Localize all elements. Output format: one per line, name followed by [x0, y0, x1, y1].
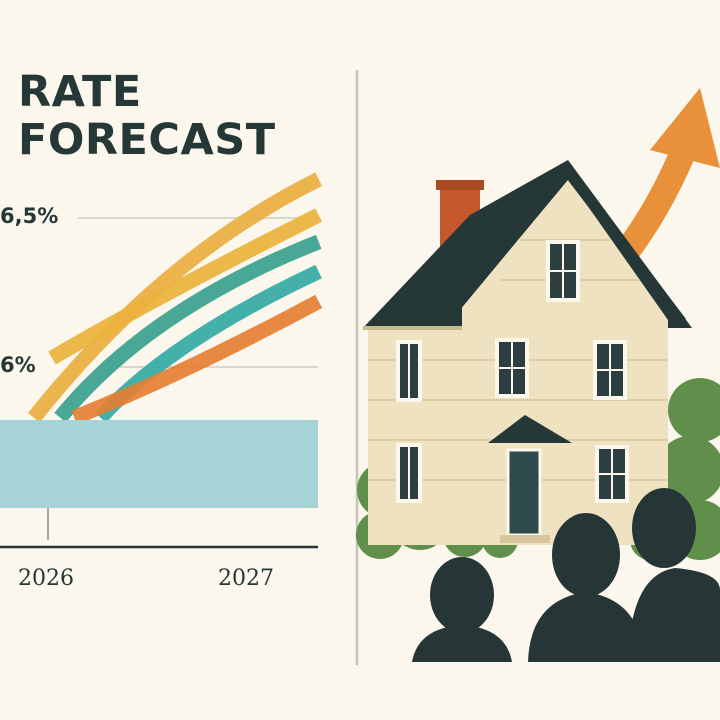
- rate-band: [0, 420, 318, 508]
- house: [363, 160, 692, 545]
- series-line-5: [71, 294, 323, 425]
- upward-arrow-icon: [617, 88, 720, 258]
- series-line-1: [27, 172, 323, 423]
- title-line-1: RATE: [18, 67, 142, 117]
- y-tick-label-6: 6%: [0, 353, 36, 377]
- title-line-2: FORECAST: [18, 115, 276, 165]
- people-silhouettes: [412, 488, 720, 662]
- person-left: [412, 557, 512, 662]
- page-title: RATE FORECAST: [18, 68, 276, 164]
- door: [506, 448, 542, 537]
- x-tick-label-2026: 2026: [18, 566, 74, 591]
- y-tick-label-6-5: 6,5%: [0, 204, 59, 228]
- person-right: [628, 488, 720, 662]
- door-awning: [488, 415, 572, 443]
- series-line-2: [48, 208, 323, 365]
- series-line-3: [54, 234, 322, 423]
- person-middle: [528, 513, 644, 662]
- series-layer: [27, 172, 323, 425]
- x-tick-label-2027: 2027: [218, 566, 274, 591]
